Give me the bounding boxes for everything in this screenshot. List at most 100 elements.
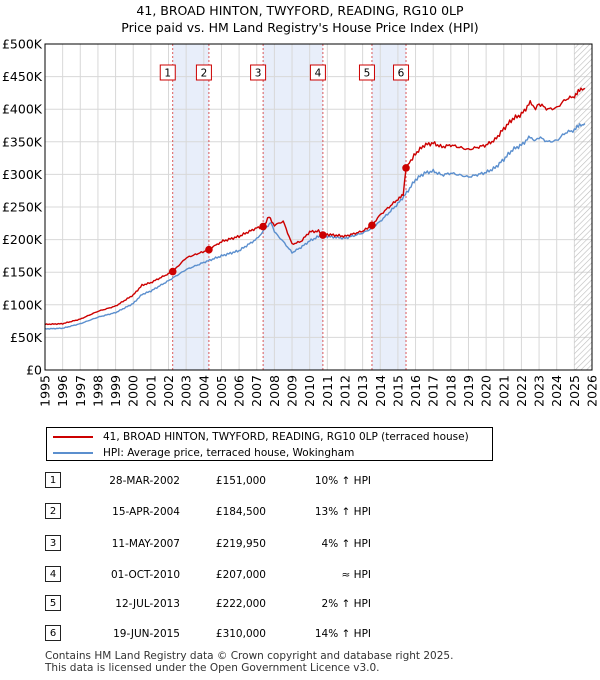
x-tick-label: 2000 [126, 375, 141, 407]
y-tick-label: £0 [26, 363, 42, 378]
legend: 41, BROAD HINTON, TWYFORD, READING, RG10… [46, 427, 493, 461]
sale-marker-number: 2 [201, 68, 208, 80]
plot-frame [44, 43, 593, 371]
y-tick-label: £500K [2, 37, 43, 52]
y-tick-label: £50K [10, 330, 43, 345]
chart-title-line2: Price paid vs. HM Land Registry's House … [121, 20, 479, 35]
sale-marker-number: 6 [398, 68, 405, 80]
y-tick-label: £400K [2, 102, 43, 117]
sale-number-badge: 2 [45, 503, 61, 519]
sale-point [168, 267, 177, 276]
x-tick-label: 1997 [73, 375, 88, 407]
x-tick-label: 2020 [479, 375, 494, 407]
x-tick-label: 2006 [232, 375, 247, 407]
chart-title-line1: 41, BROAD HINTON, TWYFORD, READING, RG10… [136, 3, 464, 18]
sale-marker-number: 4 [315, 68, 322, 80]
x-tick-label: 2012 [337, 375, 352, 407]
sale-point [402, 164, 410, 172]
series-line-hpi [44, 123, 586, 330]
y-tick-label: £450K [2, 69, 43, 84]
sale-date: 11-MAY-2007 [111, 538, 180, 550]
x-tick-label: 1999 [108, 375, 123, 407]
sale-marker-box: 2 [195, 64, 212, 81]
x-tick-label: 2021 [496, 375, 511, 407]
x-tick-label: 2015 [390, 375, 405, 407]
series-line-property [44, 87, 586, 326]
x-tick-label: 1996 [55, 375, 70, 407]
x-tick-label: 2018 [443, 375, 458, 407]
x-tick-label: 2022 [514, 375, 529, 407]
sale-hpi-diff: 2% ↑ HPI [321, 598, 371, 610]
sale-price: £207,000 [215, 569, 266, 581]
x-tick-label: 2016 [408, 375, 423, 407]
table-row: 3 11-MAY-2007 £219,950 4% ↑ HPI [0, 535, 600, 553]
sale-price: £219,950 [215, 538, 266, 550]
legend-label-property: 41, BROAD HINTON, TWYFORD, READING, RG10… [103, 431, 469, 443]
x-tick-label: 1995 [38, 375, 53, 407]
y-tick-label: £250K [2, 200, 43, 215]
sale-point [368, 221, 376, 230]
x-tick-label: 2014 [373, 375, 388, 407]
sale-marker-frame [393, 64, 410, 81]
sale-marker-number: 1 [164, 68, 171, 80]
x-tick-label: 2011 [320, 375, 335, 407]
table-row: 1 28-MAR-2002 £151,000 10% ↑ HPI [0, 472, 600, 490]
sale-marker-box: 5 [358, 64, 375, 81]
chart-title: 41, BROAD HINTON, TWYFORD, READING, RG10… [0, 2, 600, 36]
sale-date: 28-MAR-2002 [109, 475, 180, 487]
x-tick-label: 2001 [143, 375, 158, 407]
legend-swatch-hpi [53, 452, 93, 454]
sale-marker-frame [159, 64, 176, 81]
x-tick-label: 2007 [249, 375, 264, 407]
y-tick-label: £200K [2, 232, 43, 247]
x-tick-label: 2010 [302, 375, 317, 407]
sale-date: 15-APR-2004 [112, 506, 180, 518]
x-tick-label: 1998 [90, 375, 105, 407]
sale-number-badge: 6 [45, 625, 61, 641]
sale-date: 19-JUN-2015 [113, 628, 180, 640]
sale-hpi-diff: 10% ↑ HPI [314, 475, 371, 487]
sale-number-badge: 1 [45, 472, 61, 488]
sale-number-badge: 5 [45, 595, 61, 611]
legend-swatch-property [53, 436, 93, 438]
x-tick-label: 2003 [179, 375, 194, 407]
sale-price: £184,500 [215, 506, 266, 518]
footer-line2: This data is licensed under the Open Gov… [45, 662, 380, 674]
sale-number-badge: 3 [45, 535, 61, 551]
sale-marker-number: 3 [255, 68, 262, 80]
sale-hpi-diff: ≈ HPI [341, 569, 371, 581]
footer-line1: Contains HM Land Registry data © Crown c… [45, 650, 454, 662]
x-tick-label: 2013 [355, 375, 370, 407]
table-row: 2 15-APR-2004 £184,500 13% ↑ HPI [0, 503, 600, 521]
sale-date: 01-OCT-2010 [111, 569, 180, 581]
sale-marker-number: 5 [364, 68, 371, 80]
x-tick-label: 2019 [461, 375, 476, 407]
sale-marker-frame [250, 64, 267, 81]
x-tick-label: 2002 [161, 375, 176, 407]
x-tick-label: 2026 [585, 375, 600, 407]
sale-marker-box: 3 [250, 64, 267, 81]
x-tick-label: 2025 [567, 375, 582, 407]
y-tick-label: £100K [2, 297, 43, 312]
sale-marker-box: 1 [159, 64, 176, 81]
x-tick-label: 2005 [214, 375, 229, 407]
sale-price: £151,000 [215, 475, 266, 487]
table-row: 4 01-OCT-2010 £207,000 ≈ HPI [0, 566, 600, 584]
sale-marker-box: 6 [393, 64, 410, 81]
y-tick-label: £300K [2, 167, 43, 182]
x-tick-label: 2023 [532, 375, 547, 407]
sale-price: £310,000 [215, 628, 266, 640]
price-chart: 1 2 3 4 5 6 £0 £50K £100K £150K £200K £250K £300K £3… [2, 37, 600, 407]
legend-label-hpi: HPI: Average price, terraced house, Woki… [103, 447, 355, 459]
sale-hpi-diff: 4% ↑ HPI [321, 538, 371, 550]
footer: Contains HM Land Registry data © Crown c… [45, 650, 453, 674]
sale-hpi-diff: 14% ↑ HPI [314, 628, 371, 640]
x-tick-label: 2009 [285, 375, 300, 407]
y-tick-label: £150K [2, 265, 43, 280]
sale-marker-frame [358, 64, 375, 81]
sale-number-badge: 4 [45, 566, 61, 582]
sale-point [319, 231, 327, 239]
table-row: 6 19-JUN-2015 £310,000 14% ↑ HPI [0, 625, 600, 643]
y-tick-label: £350K [2, 134, 43, 149]
sale-date: 12-JUL-2013 [115, 598, 180, 610]
